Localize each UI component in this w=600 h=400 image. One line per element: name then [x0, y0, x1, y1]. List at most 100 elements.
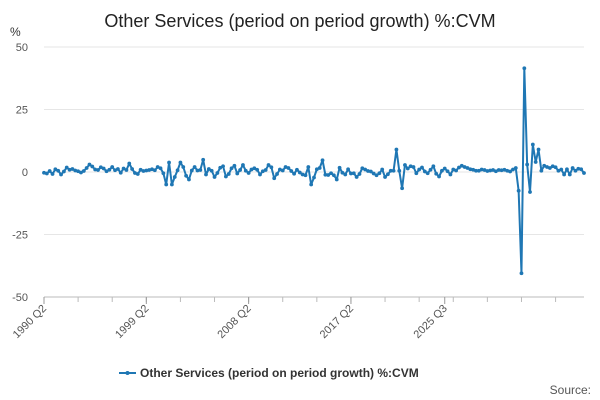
data-point[interactable] — [292, 171, 297, 176]
data-point[interactable] — [349, 171, 353, 176]
data-point[interactable] — [104, 169, 109, 174]
data-point[interactable] — [493, 169, 498, 174]
data-point[interactable] — [241, 163, 245, 167]
data-point[interactable] — [101, 166, 106, 171]
data-point[interactable] — [363, 167, 368, 172]
data-point[interactable] — [61, 169, 66, 174]
data-point[interactable] — [326, 173, 331, 177]
data-point[interactable] — [47, 169, 52, 173]
data-point[interactable] — [167, 160, 171, 165]
data-point[interactable] — [76, 169, 81, 174]
data-point[interactable] — [553, 165, 558, 170]
data-point[interactable] — [314, 167, 319, 172]
data-point[interactable] — [354, 175, 359, 179]
data-point[interactable] — [42, 170, 46, 175]
data-point[interactable] — [516, 188, 521, 193]
data-point[interactable] — [479, 167, 484, 172]
data-point[interactable] — [474, 168, 478, 173]
data-point[interactable] — [377, 171, 382, 176]
data-point[interactable] — [84, 166, 89, 170]
data-point[interactable] — [351, 171, 356, 176]
data-point[interactable] — [246, 171, 251, 175]
data-point[interactable] — [147, 168, 152, 172]
data-point[interactable] — [221, 164, 225, 169]
data-point[interactable] — [454, 168, 459, 173]
data-point[interactable] — [476, 168, 481, 173]
data-point[interactable] — [323, 172, 328, 177]
data-point[interactable] — [465, 166, 470, 170]
data-point[interactable] — [144, 168, 149, 173]
data-point[interactable] — [81, 169, 86, 173]
data-point[interactable] — [59, 172, 63, 177]
data-point[interactable] — [374, 173, 379, 178]
data-point[interactable] — [405, 166, 410, 171]
data-point[interactable] — [380, 167, 385, 172]
data-point[interactable] — [437, 174, 441, 179]
data-point[interactable] — [383, 175, 387, 179]
data-point[interactable] — [488, 168, 493, 173]
data-point[interactable] — [468, 167, 473, 172]
data-point[interactable] — [181, 165, 186, 169]
data-point[interactable] — [206, 167, 211, 171]
data-point[interactable] — [414, 171, 419, 176]
data-point[interactable] — [229, 166, 234, 171]
data-point[interactable] — [582, 171, 586, 175]
data-point[interactable] — [505, 168, 510, 173]
data-point[interactable] — [445, 169, 450, 174]
data-point[interactable] — [528, 190, 532, 194]
data-point[interactable] — [286, 166, 291, 170]
data-point[interactable] — [215, 171, 220, 175]
data-point[interactable] — [556, 168, 561, 173]
data-point[interactable] — [499, 168, 504, 173]
data-point[interactable] — [195, 168, 200, 173]
data-point[interactable] — [263, 168, 268, 172]
data-point[interactable] — [141, 169, 146, 173]
data-point[interactable] — [576, 166, 581, 171]
data-point[interactable] — [547, 166, 552, 170]
data-point[interactable] — [96, 168, 100, 172]
data-point[interactable] — [331, 173, 336, 178]
data-point[interactable] — [357, 172, 362, 176]
data-point[interactable] — [289, 169, 294, 173]
data-point[interactable] — [223, 174, 228, 179]
data-point[interactable] — [70, 167, 75, 171]
data-point[interactable] — [44, 171, 49, 176]
data-point[interactable] — [511, 167, 515, 172]
data-point[interactable] — [192, 165, 197, 169]
data-point[interactable] — [67, 167, 72, 172]
data-point[interactable] — [110, 165, 115, 169]
data-point[interactable] — [169, 182, 174, 187]
data-point[interactable] — [346, 167, 351, 172]
data-point[interactable] — [161, 171, 166, 176]
data-point[interactable] — [530, 142, 535, 147]
data-point[interactable] — [50, 172, 55, 176]
data-point[interactable] — [303, 173, 308, 178]
data-point[interactable] — [431, 164, 436, 169]
data-point[interactable] — [255, 167, 260, 172]
data-point[interactable] — [343, 172, 348, 177]
data-point[interactable] — [309, 182, 314, 187]
data-point[interactable] — [422, 169, 427, 174]
data-point[interactable] — [539, 168, 544, 173]
data-point[interactable] — [295, 167, 299, 172]
data-point[interactable] — [56, 168, 61, 173]
data-point[interactable] — [235, 171, 240, 176]
data-point[interactable] — [138, 167, 143, 172]
data-point[interactable] — [79, 170, 83, 175]
data-point[interactable] — [491, 168, 495, 172]
data-point[interactable] — [394, 147, 399, 152]
data-point[interactable] — [513, 166, 518, 170]
data-point[interactable] — [73, 168, 78, 173]
data-point[interactable] — [172, 175, 177, 179]
data-point[interactable] — [385, 172, 390, 177]
data-point[interactable] — [266, 163, 271, 167]
data-point[interactable] — [130, 167, 135, 171]
data-point[interactable] — [124, 168, 129, 172]
data-point[interactable] — [536, 147, 541, 152]
data-point[interactable] — [522, 66, 527, 71]
data-point[interactable] — [562, 172, 567, 177]
data-point[interactable] — [340, 170, 345, 175]
data-point[interactable] — [243, 168, 248, 173]
data-point[interactable] — [275, 172, 279, 176]
data-point[interactable] — [442, 166, 447, 171]
